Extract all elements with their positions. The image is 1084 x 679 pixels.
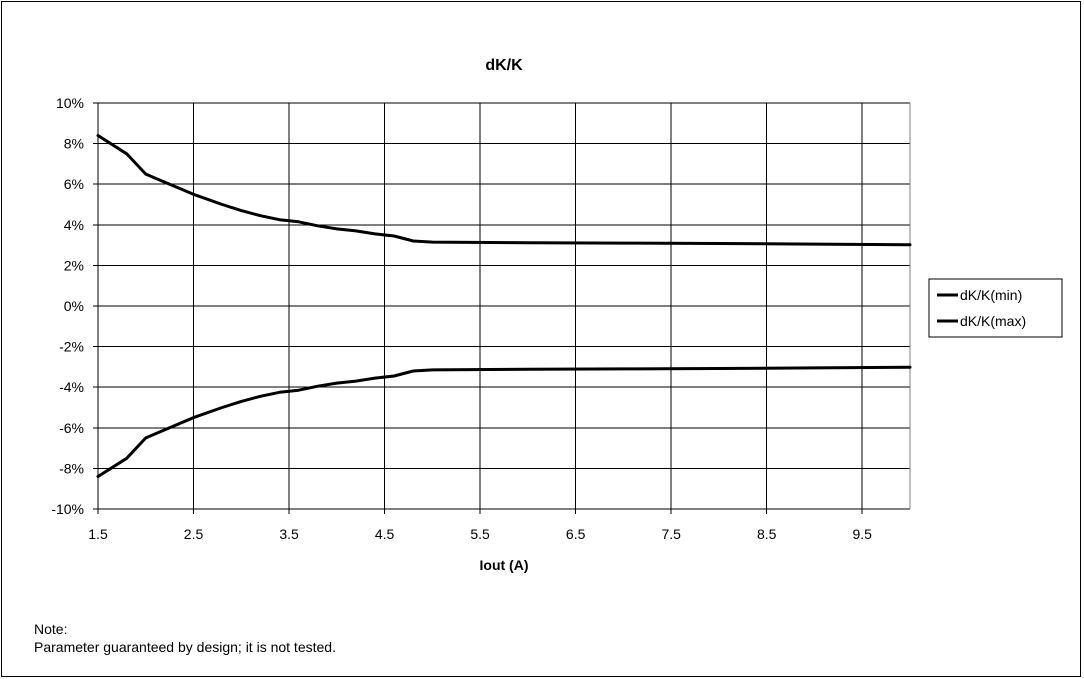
grid [93,102,911,514]
x-tick-label: 7.5 [661,526,681,542]
x-tick-label: 1.5 [88,526,108,542]
legend-label: dK/K(min) [960,287,1022,303]
legend-label: dK/K(max) [960,313,1026,329]
y-tick-label: -4% [59,379,84,395]
x-tick-label: 8.5 [757,526,777,542]
x-tick-label: 4.5 [375,526,395,542]
x-tick-label: 2.5 [184,526,204,542]
y-tick-label: -8% [59,460,84,476]
series-lines [96,134,912,478]
x-axis-labels: 1.5 2.5 3.5 4.5 5.5 6.5 7.5 8.5 9.5 [88,526,872,542]
y-tick-label: 4% [64,217,84,233]
legend-box [928,278,1063,338]
x-tick-label: 3.5 [279,526,299,542]
x-axis-title: Iout (A) [480,557,529,573]
series-line-2 [96,134,912,247]
x-tick-label: 5.5 [470,526,490,542]
y-tick-label: -6% [59,420,84,436]
note-heading: Note: [34,621,68,637]
y-axis-labels: 10% 8% 6% 4% 2% 0% -2% -4% -6% -8% -10% [51,95,84,517]
x-tick-label: 9.5 [853,526,873,542]
note-text: Parameter guaranteed by design; it is no… [34,639,336,655]
legend: dK/K(min) dK/K(max) [928,278,1063,338]
y-tick-label: 10% [56,95,84,111]
note: Note: Parameter guaranteed by design; it… [34,620,336,656]
y-tick-label: -10% [51,501,84,517]
series-line-1 [96,365,912,478]
chart-title: dK/K [485,57,523,74]
x-tick-label: 6.5 [566,526,586,542]
y-tick-label: 2% [64,257,84,273]
y-tick-label: 0% [64,298,84,314]
y-tick-label: 6% [64,176,84,192]
y-tick-label: 8% [64,136,84,152]
y-tick-label: -2% [59,339,84,355]
